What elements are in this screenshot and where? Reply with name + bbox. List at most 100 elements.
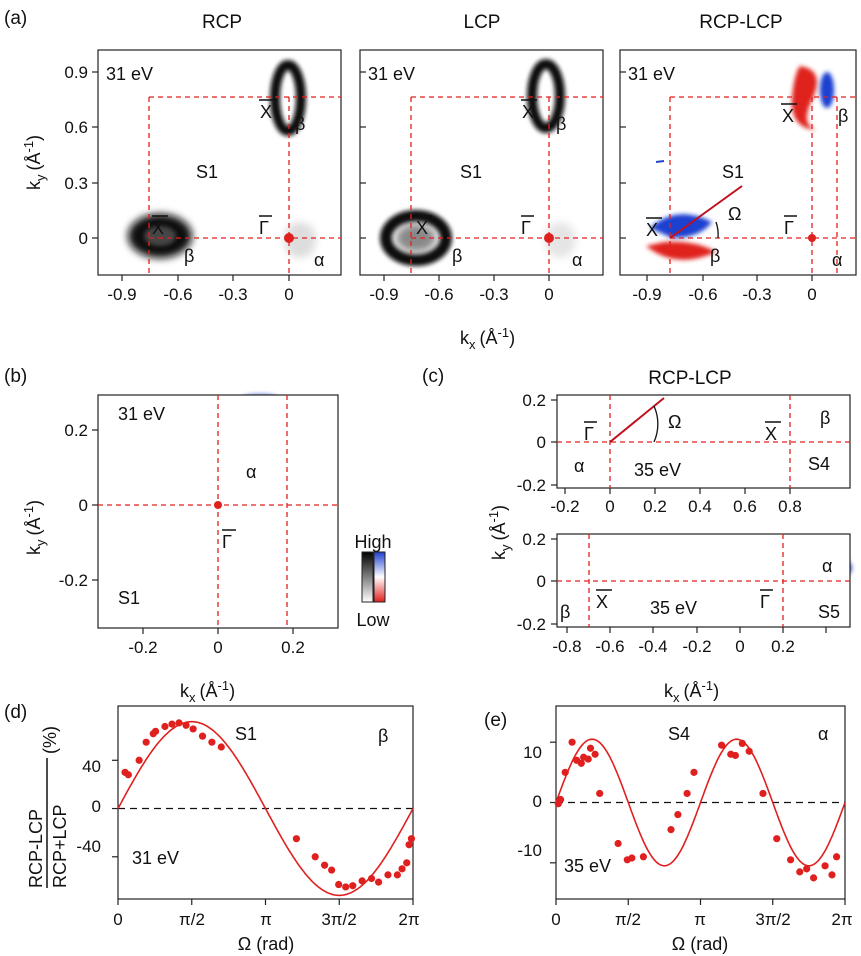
- panel-e-energy-label: 35 eV: [564, 856, 611, 876]
- omega-label: Ω: [728, 204, 741, 224]
- panel-e-x-ticks: 0 π/2 π 3π/2 2π: [551, 910, 852, 929]
- data-point: [311, 853, 319, 861]
- y-tick-label: 0.2: [64, 421, 88, 440]
- x-point-label: X: [152, 218, 164, 238]
- panel-a-lcp: LCP 31 eV S1 X X Γ β β α: [359, 12, 604, 352]
- panel-a-diff-map: [646, 66, 834, 260]
- panel-c: (c) RCP-LCP Ω Γ X β α 35 eV S4: [422, 366, 852, 705]
- data-point: [639, 853, 647, 861]
- beta-label: β: [556, 114, 566, 134]
- gamma-label: Γ: [784, 218, 794, 238]
- data-point: [628, 854, 636, 862]
- x-tick-label: 3π/2: [321, 910, 356, 929]
- gamma-label: Γ: [259, 218, 269, 238]
- y-tick-label: 0: [79, 229, 88, 248]
- y-tick-label: -40: [76, 837, 101, 856]
- region-label-s1: S1: [196, 162, 218, 182]
- panel-a-lcp-x-ticks: -0.9 -0.6 -0.3 0: [369, 275, 554, 304]
- alpha-label: α: [822, 556, 832, 576]
- x-tick-label: 0: [605, 497, 614, 516]
- panel-e-y-ticks: 10 0 -10: [517, 743, 542, 860]
- data-point: [568, 738, 576, 746]
- beta-label: β: [184, 246, 194, 266]
- panel-a-rcp: RCP 31 eV S1 X X Γ β β α: [21, 12, 342, 304]
- panel-c-title: RCP-LCP: [648, 368, 731, 389]
- panel-e-x-axis-label: Ω (rad): [672, 934, 728, 954]
- data-point: [407, 835, 416, 843]
- data-point: [189, 725, 197, 733]
- data-point: [821, 862, 829, 870]
- x-tick-label: 0: [735, 637, 744, 656]
- region-label-s4: S4: [808, 454, 830, 474]
- data-point: [667, 826, 675, 834]
- data-point: [168, 720, 176, 728]
- panel-c-top-x-ticks: -0.2 0 0.2 0.4 0.6 0.8: [550, 488, 802, 516]
- panel-c-top-y-ticks: 0.2 0 -0.2: [517, 391, 557, 495]
- panel-b-x-axis-label: kx (Å-1): [180, 678, 235, 705]
- panel-d: (d) S1 β 31 eV 40 0 -40 0 π/2 π 3π/2 2π …: [4, 702, 420, 954]
- data-point: [577, 759, 585, 767]
- panel-c-y-axis-label: ky(Å-1): [486, 505, 513, 560]
- panel-d-y-axis-label: RCP-LCP RCP+LCP (%): [26, 726, 70, 888]
- data-point: [403, 859, 411, 867]
- colorbar: High Low: [354, 532, 391, 630]
- x-tick-label: 0: [544, 285, 553, 304]
- data-point: [584, 755, 592, 763]
- data-point: [591, 750, 599, 758]
- y-tick-label: 0: [79, 496, 88, 515]
- panel-d-band-label: β: [378, 726, 388, 746]
- data-point: [717, 741, 726, 749]
- x-point-label: X: [765, 424, 777, 444]
- data-point: [358, 877, 366, 885]
- data-point: [832, 853, 841, 861]
- x-tick-label: -0.6: [688, 285, 717, 304]
- panel-c-top: Ω Γ X β α 35 eV S4 0.2 0 -0.2 -0.2 0 0.2: [517, 391, 851, 516]
- colorbar-red-blue: [373, 551, 386, 603]
- panel-e-band-label: α: [818, 724, 828, 744]
- data-point: [614, 839, 622, 848]
- ratio-denominator: RCP+LCP: [50, 804, 70, 888]
- y-tick-label: -0.2: [59, 571, 88, 590]
- panel-a-y-ticks: 0.9 0.6 0.3 0: [64, 63, 98, 248]
- panel-d-x-ticks: 0 π/2 π 3π/2 2π: [113, 910, 419, 929]
- panel-d-series-title: S1: [235, 724, 257, 744]
- x-tick-label: -0.6: [595, 637, 624, 656]
- data-point: [217, 743, 225, 751]
- panel-a-rcp-x-ticks: -0.9 -0.6 -0.3 0: [107, 275, 294, 304]
- panel-c-bottom: X Γ 35 eV β S5 α 0.2 0 -0.2 -0.8 -0.6 -0…: [517, 530, 852, 656]
- energy-label: 31 eV: [118, 404, 165, 424]
- x-tick-label: 0.8: [778, 497, 802, 516]
- data-point: [759, 789, 767, 798]
- data-point: [690, 768, 698, 776]
- panel-b-y-ticks: 0.2 0 -0.2: [59, 421, 98, 590]
- x-tick-label: -0.9: [632, 285, 661, 304]
- data-point: [161, 722, 169, 731]
- panel-a: (a) RCP 31 eV S1 X X Γ β β: [4, 8, 857, 352]
- y-tick-label: 0: [537, 433, 546, 452]
- x-point-label: X: [522, 102, 534, 122]
- data-point: [809, 874, 818, 882]
- beta-label: β: [452, 246, 462, 266]
- pocket-beta-top: [527, 59, 565, 133]
- data-point: [398, 865, 406, 873]
- panel-letter-c: (c): [422, 366, 444, 387]
- data-point: [175, 719, 183, 727]
- energy-label: 31 eV: [628, 64, 675, 84]
- data-point: [328, 866, 336, 874]
- data-point: [561, 768, 569, 776]
- data-point: [786, 856, 795, 864]
- data-point: [320, 861, 329, 869]
- data-point: [405, 841, 413, 849]
- panel-letter-a: (a): [4, 8, 27, 29]
- panel-a-title-diff: RCP-LCP: [699, 12, 782, 33]
- data-point: [342, 883, 350, 891]
- y-tick-label: 0: [92, 797, 101, 816]
- data-point: [796, 868, 804, 876]
- omega-label: Ω: [668, 412, 681, 432]
- data-point: [731, 751, 739, 760]
- pocket-alpha: [284, 222, 316, 258]
- x-point-label: X: [646, 220, 658, 240]
- panel-d-energy-label: 31 eV: [132, 848, 179, 868]
- panel-e: (e) S4 α 35 eV 10 0 -10 0 π/2 π 3π/2 2π …: [484, 705, 853, 954]
- energy-label: 31 eV: [368, 64, 415, 84]
